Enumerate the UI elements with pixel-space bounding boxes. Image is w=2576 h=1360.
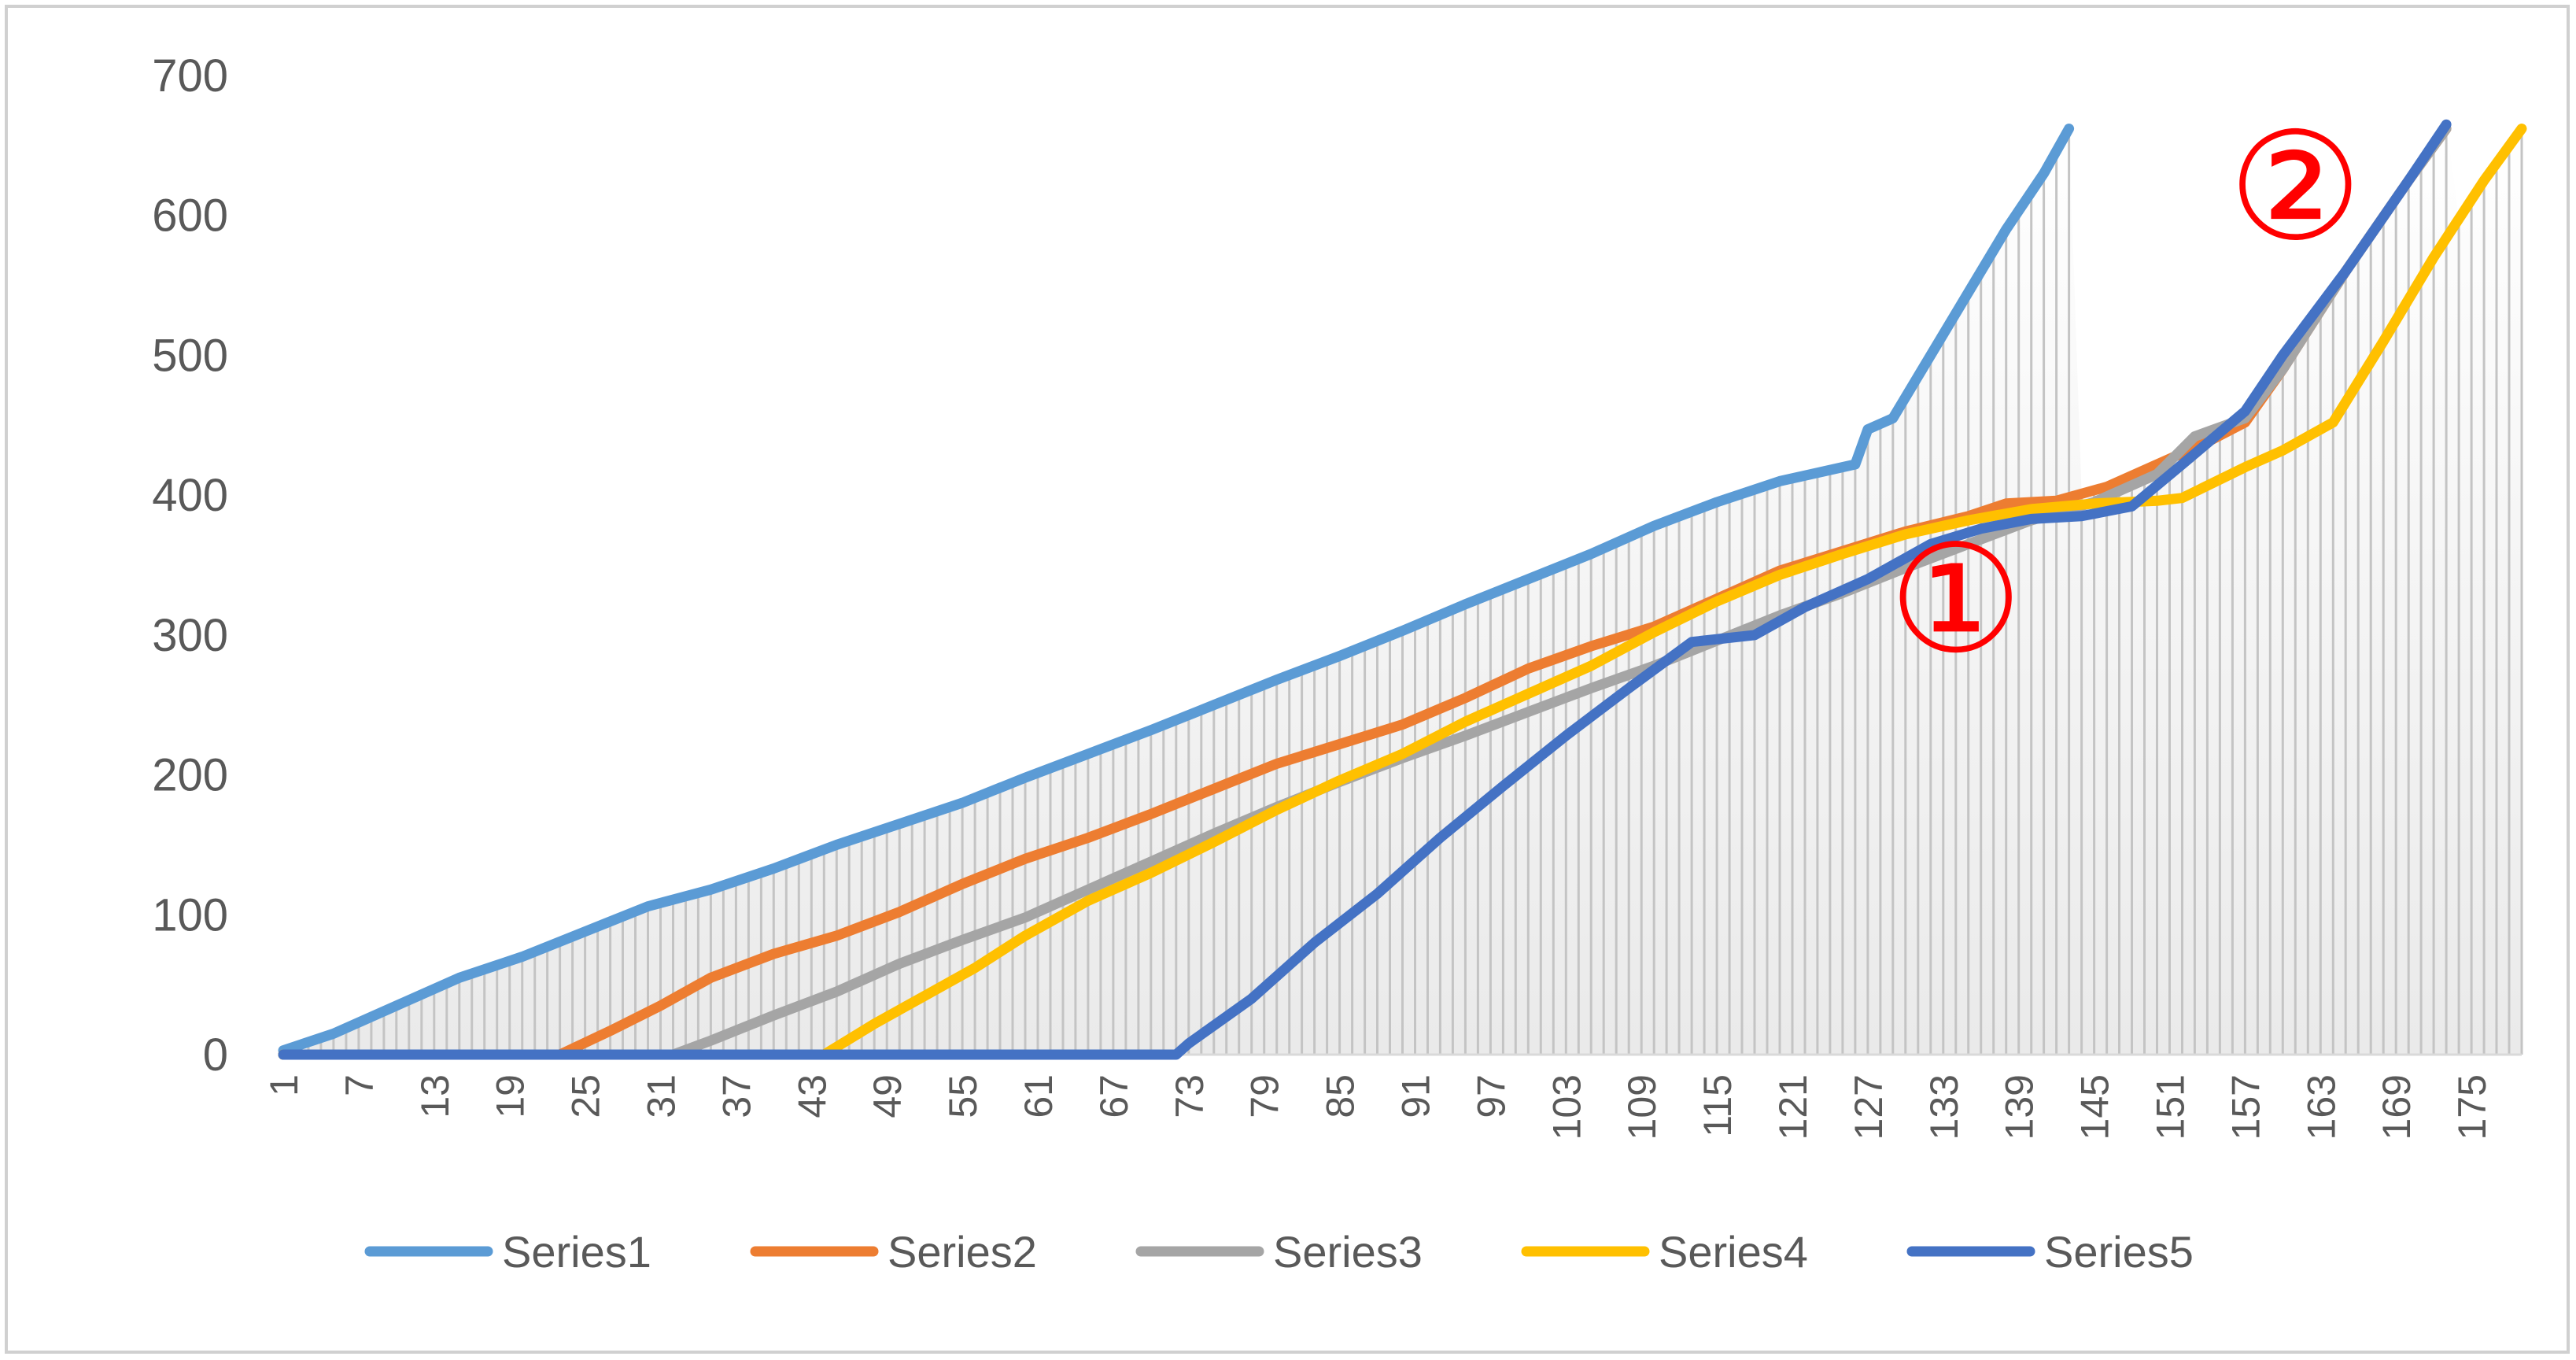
x-tick-label: 169 [2375, 1074, 2419, 1140]
legend-label: Series2 [888, 1227, 1037, 1277]
plot-background [283, 124, 2522, 1055]
x-tick-label: 139 [1998, 1074, 2042, 1140]
x-tick-label: 25 [564, 1074, 608, 1118]
y-tick-label: 400 [152, 470, 228, 521]
annotation-marker-1: ① [1889, 512, 2023, 686]
x-tick-label: 151 [2148, 1074, 2192, 1140]
x-tick-label: 175 [2450, 1074, 2494, 1140]
series-line-series5 [278, 119, 2452, 1060]
x-tick-label: 145 [2073, 1074, 2117, 1140]
series-lines [278, 119, 2527, 1060]
drop-lines [282, 124, 2523, 1055]
legend-label: Series4 [1659, 1227, 1808, 1277]
x-tick-label: 109 [1620, 1074, 1664, 1140]
y-axis: 0 100 200 300 400 500 600 700 [152, 50, 228, 1081]
y-tick-label: 600 [152, 190, 228, 242]
y-tick-label: 700 [152, 50, 228, 102]
x-tick-label: 61 [1017, 1074, 1061, 1118]
y-tick-label: 500 [152, 330, 228, 381]
x-axis: 1 7 13 19 25 31 37 43 49 55 61 67 73 79 85 91 97 103 109 11… [262, 1053, 2522, 1140]
x-tick-label: 73 [1168, 1074, 1212, 1118]
series-line-series1 [278, 124, 2075, 1056]
y-tick-label: 200 [152, 750, 228, 801]
y-tick-label: 0 [203, 1029, 228, 1081]
x-tick-label: 133 [1922, 1074, 1966, 1140]
x-tick-label: 19 [489, 1074, 533, 1118]
x-tick-label: 163 [2299, 1074, 2343, 1140]
x-tick-label: 157 [2224, 1074, 2268, 1140]
envelope-fill [283, 124, 2522, 1055]
x-tick-label: 115 [1696, 1074, 1740, 1137]
x-tick-label: 55 [941, 1074, 985, 1118]
x-tick-label: 103 [1544, 1074, 1589, 1140]
x-tick-label: 97 [1469, 1074, 1513, 1118]
y-tick-label: 100 [152, 889, 228, 941]
annotation-marker-2: ② [2228, 100, 2362, 274]
x-tick-label: 31 [639, 1074, 683, 1118]
x-tick-label: 91 [1393, 1074, 1437, 1118]
x-tick-label: 1 [262, 1074, 306, 1096]
x-tick-label: 49 [865, 1074, 910, 1118]
x-tick-label: 7 [338, 1074, 382, 1096]
x-tick-label: 13 [413, 1074, 457, 1118]
x-tick-label: 127 [1847, 1074, 1891, 1140]
x-tick-label: 121 [1771, 1074, 1815, 1140]
annotations: ①② [1889, 100, 2363, 686]
legend-label: Series5 [2044, 1227, 2194, 1277]
series-line-series3 [278, 124, 2452, 1060]
y-tick-label: 300 [152, 610, 228, 661]
x-tick-label: 79 [1243, 1074, 1287, 1118]
legend: Series1 Series2 Series3 Series4 Series5 [364, 1227, 2194, 1277]
x-tick-label: 85 [1319, 1074, 1363, 1118]
x-tick-label: 37 [714, 1074, 758, 1118]
x-tick-label: 67 [1092, 1074, 1136, 1118]
series-line-series4 [278, 124, 2527, 1060]
x-tick-label: 43 [790, 1074, 834, 1118]
legend-label: Series1 [502, 1227, 651, 1277]
legend-label: Series3 [1273, 1227, 1423, 1277]
